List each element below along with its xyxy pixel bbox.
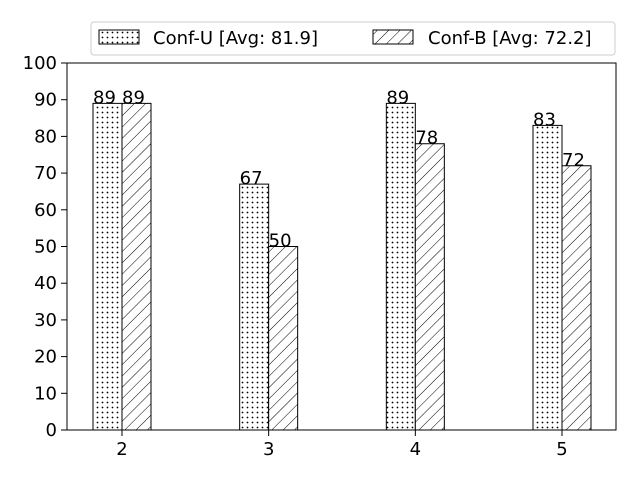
- bar-conf-b-3: [268, 246, 299, 431]
- y-tick-label: 80: [34, 126, 57, 147]
- bar-conf-b-2: [121, 102, 152, 431]
- y-tick-label: 10: [34, 383, 57, 404]
- y-tick-label: 40: [34, 273, 57, 294]
- bar-conf-u-3: [239, 183, 270, 431]
- legend-swatch-conf-b: [372, 29, 414, 45]
- legend-label-conf-b: Conf-B [Avg: 72.2]: [428, 28, 592, 49]
- bar-conf-u-4: [385, 102, 416, 431]
- y-tick-label: 60: [34, 200, 57, 221]
- legend-box: [90, 21, 616, 56]
- x-tick-label: 5: [556, 439, 567, 460]
- bar-conf-b-5: [561, 165, 592, 431]
- legend-label-conf-u: Conf-U [Avg: 81.9]: [153, 28, 318, 49]
- bar-value-label: 83: [533, 109, 556, 130]
- y-tick-label: 100: [23, 53, 57, 74]
- plot-frame: [66, 62, 617, 431]
- legend-swatch-conf-u: [98, 29, 140, 45]
- y-tick-label: 30: [34, 310, 57, 331]
- bar-conf-u-2: [92, 102, 123, 431]
- bar-value-label: 89: [122, 87, 145, 108]
- bar-value-label: 67: [240, 168, 263, 189]
- y-tick-label: 20: [34, 347, 57, 368]
- legend: Conf-U [Avg: 81.9] Conf-B [Avg: 72.2]: [90, 21, 616, 56]
- bar-value-label: 50: [269, 231, 292, 252]
- x-tick-label: 4: [410, 439, 421, 460]
- y-axis: 0 10 20 30 40 50 60 70 80 90 100: [23, 53, 67, 441]
- bar-value-label: 89: [386, 87, 409, 108]
- bar-conf-u-5: [532, 124, 563, 431]
- y-tick-label: 50: [34, 237, 57, 258]
- bar-value-label: 89: [93, 87, 116, 108]
- bar-value-label: 78: [415, 128, 438, 149]
- x-tick-label: 2: [116, 439, 127, 460]
- y-tick-label: 0: [46, 420, 57, 441]
- bar-labels-group: 89 89 67 50 89 78 83 72: [93, 87, 585, 251]
- x-axis: 2 3 4 5: [116, 430, 568, 460]
- bar-value-label: 72: [562, 150, 585, 171]
- bar-conf-b-4: [414, 143, 445, 431]
- y-tick-label: 70: [34, 163, 57, 184]
- bars-group: [92, 102, 592, 431]
- x-tick-label: 3: [263, 439, 274, 460]
- y-tick-label: 90: [34, 90, 57, 111]
